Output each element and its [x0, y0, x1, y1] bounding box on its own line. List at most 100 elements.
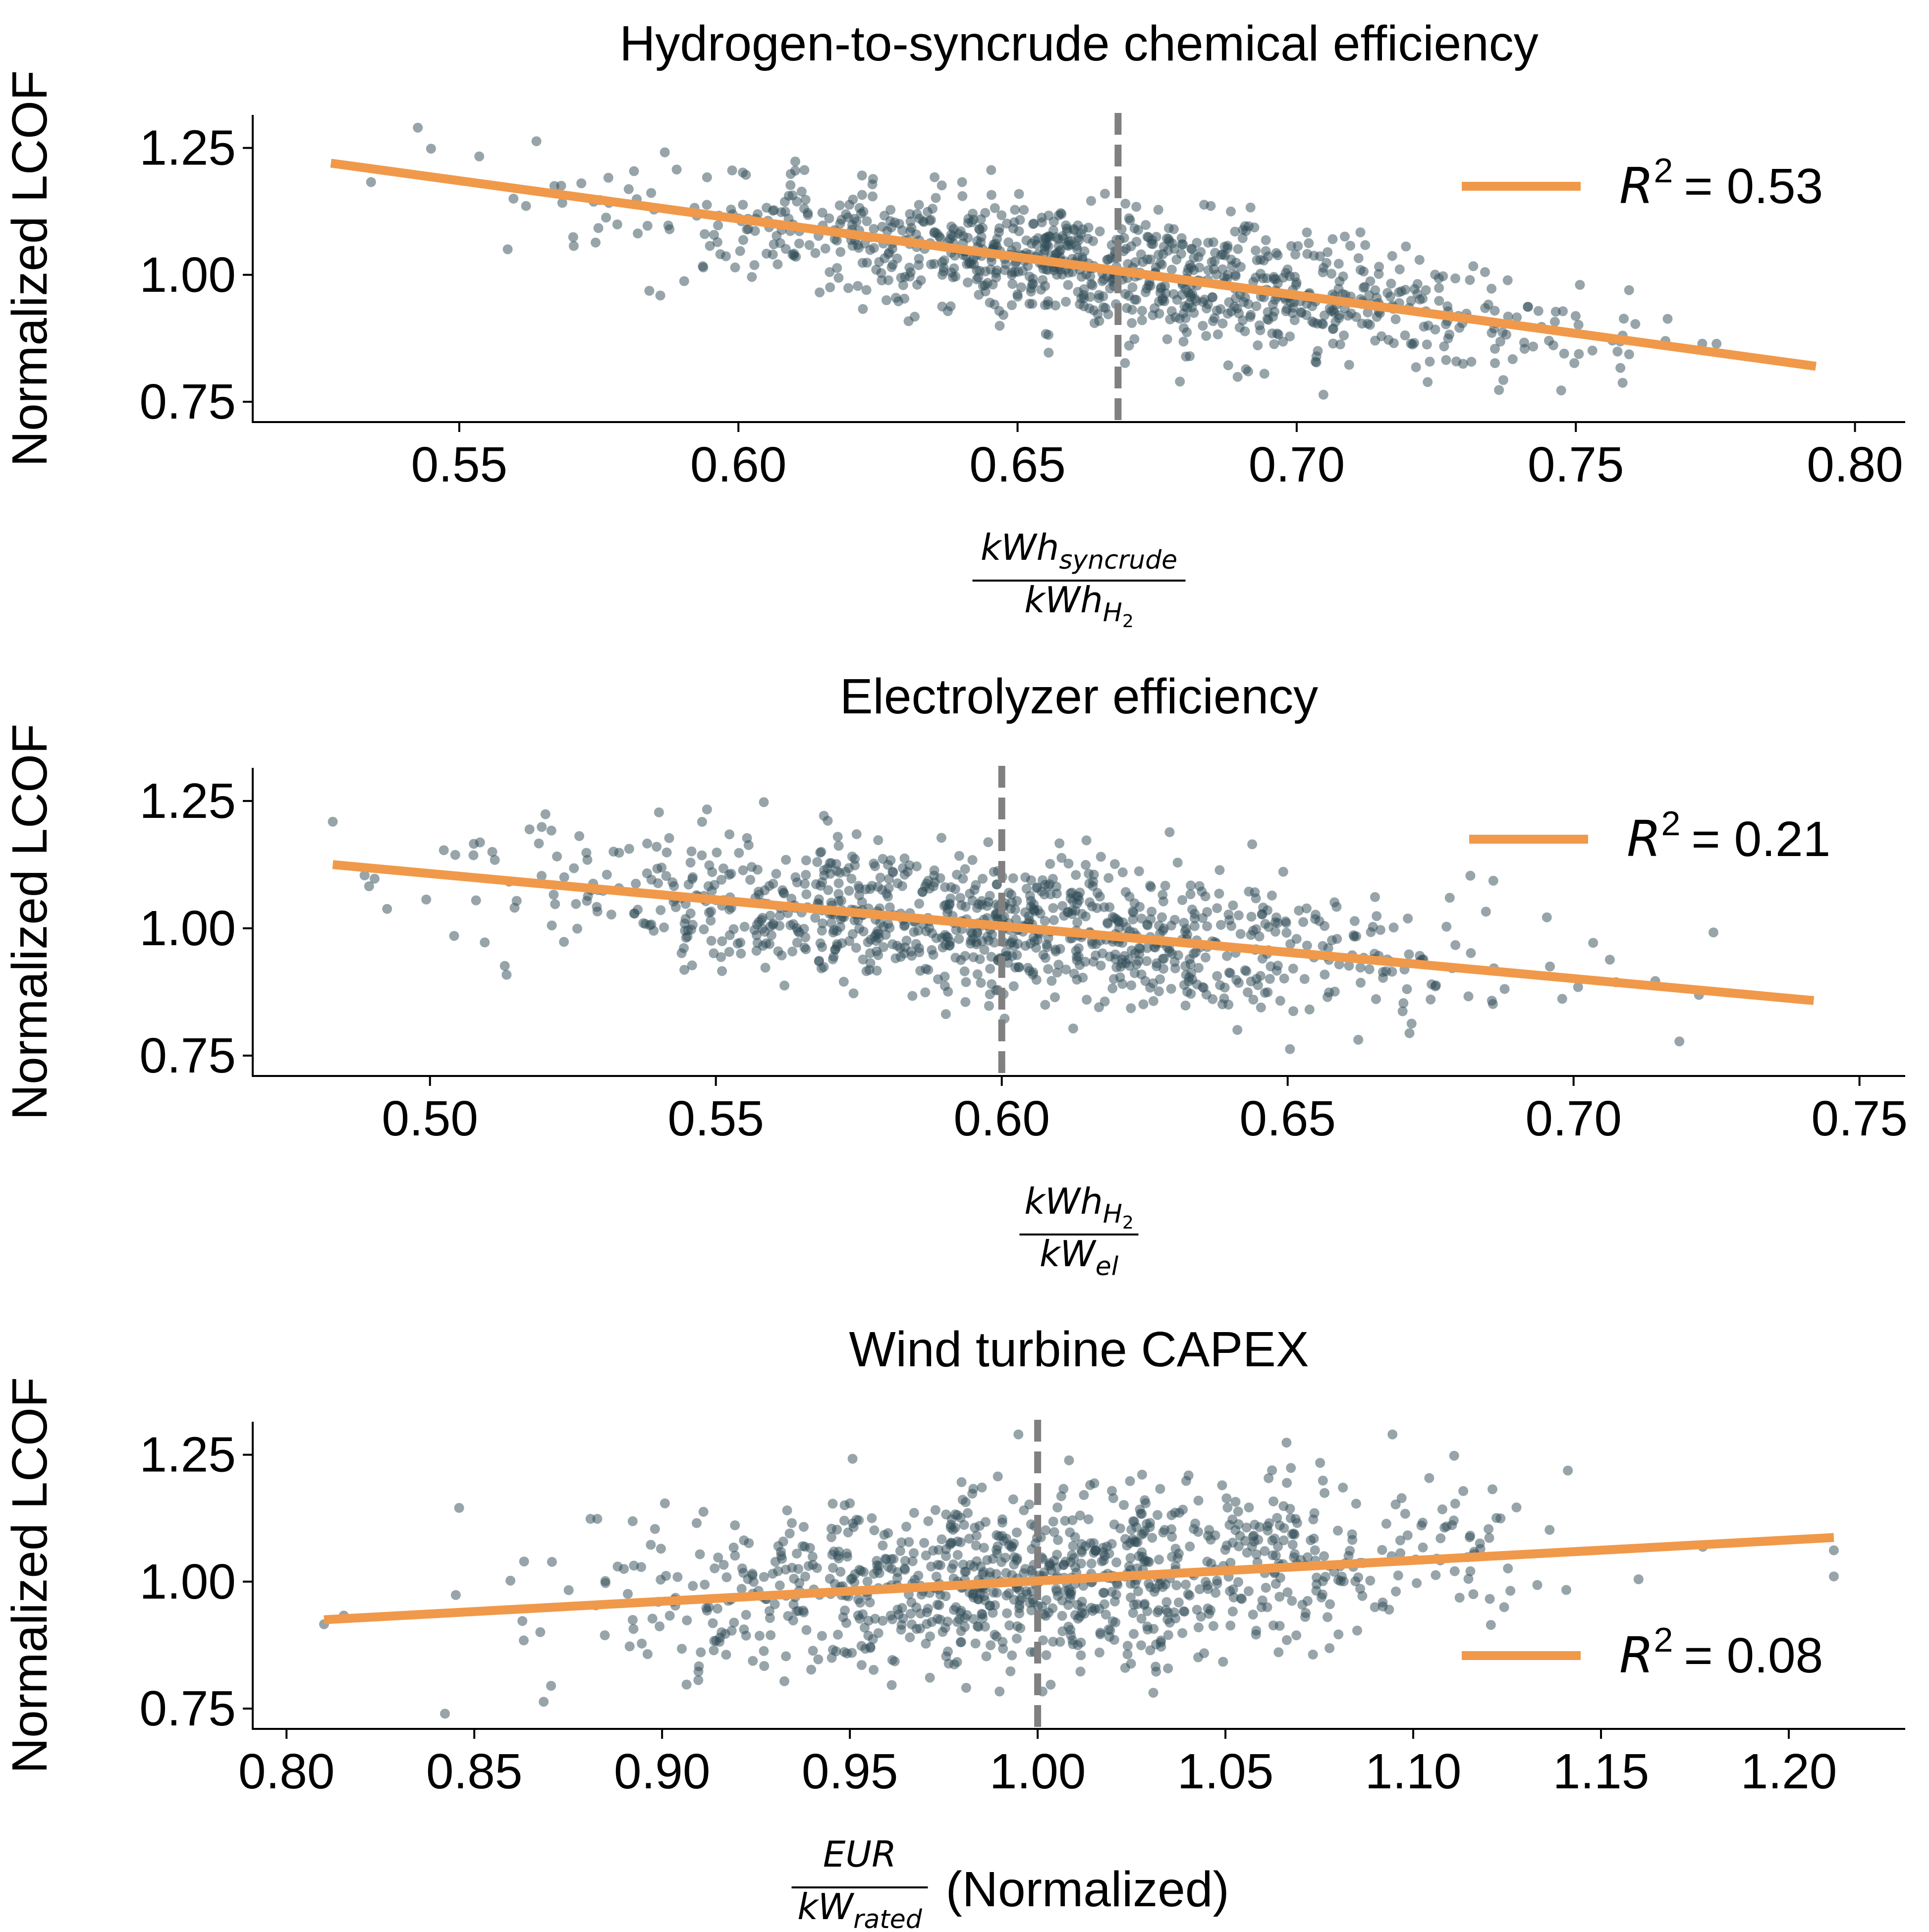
- scatter-point: [1365, 1575, 1376, 1586]
- scatter-point: [1005, 1666, 1016, 1676]
- scatter-point: [799, 165, 810, 175]
- scatter-point: [1335, 339, 1345, 350]
- scatter-point: [776, 207, 786, 217]
- scatter-point: [728, 1542, 739, 1553]
- chart-title: Wind turbine CAPEX: [849, 1322, 1309, 1377]
- scatter-point: [511, 896, 522, 906]
- scatter-point: [1475, 1538, 1485, 1549]
- scatter-point: [1161, 1605, 1171, 1615]
- scatter-point: [1487, 283, 1497, 294]
- scatter-point: [935, 873, 945, 883]
- scatter-point: [1016, 282, 1026, 292]
- scatter-point: [440, 1709, 450, 1719]
- scatter-point: [600, 1578, 610, 1588]
- scatter-point: [1058, 1559, 1069, 1570]
- scatter-point: [1431, 1570, 1441, 1580]
- scatter-point: [978, 222, 988, 233]
- scatter-point: [1085, 271, 1096, 281]
- scatter-point: [591, 237, 601, 248]
- scatter-point: [716, 874, 726, 885]
- scatter-point: [1829, 1545, 1839, 1556]
- scatter-point: [1206, 1535, 1216, 1545]
- scatter-point: [1089, 869, 1099, 880]
- scatter-point: [1047, 976, 1057, 986]
- scatter-point: [1390, 1499, 1401, 1509]
- scatter-point: [1069, 1553, 1079, 1563]
- scatter-point: [1443, 333, 1453, 344]
- scatter-point: [854, 890, 864, 901]
- scatter-point: [773, 1566, 783, 1576]
- scatter-point: [681, 1679, 692, 1690]
- scatter-point: [1400, 1508, 1410, 1519]
- scatter-point: [1026, 1605, 1037, 1615]
- scatter-point: [1288, 964, 1298, 974]
- scatter-point: [857, 190, 867, 200]
- scatter-point: [1248, 1532, 1258, 1542]
- scatter-point: [1490, 358, 1500, 368]
- scatter-point: [1089, 318, 1100, 328]
- scatter-point: [955, 1637, 966, 1648]
- scatter-point: [1422, 339, 1432, 350]
- y-tick-label: 0.75: [139, 374, 236, 429]
- scatter-point: [1191, 947, 1201, 958]
- x-tick-label: 1.05: [1177, 1744, 1274, 1799]
- scatter-point: [1291, 1630, 1302, 1641]
- scatter-point: [652, 863, 662, 874]
- scatter-point: [693, 1675, 704, 1685]
- scatter-point: [606, 910, 616, 920]
- scatter-point: [934, 1600, 944, 1610]
- x-tick-label: 0.60: [953, 1091, 1050, 1146]
- scatter-point: [845, 1498, 855, 1508]
- scatter-point: [1519, 344, 1530, 354]
- scatter-point: [593, 223, 604, 233]
- scatter-point: [614, 848, 624, 858]
- scatter-point: [652, 842, 662, 852]
- scatter-point: [1339, 330, 1349, 341]
- scatter-point: [1255, 1522, 1265, 1532]
- scatter-point: [1168, 224, 1179, 234]
- scatter-point: [687, 960, 697, 970]
- scatter-point: [688, 872, 698, 882]
- scatter-point: [1570, 311, 1581, 321]
- scatter-point: [559, 937, 569, 947]
- scatter-point: [994, 1686, 1005, 1697]
- scatter-point: [1211, 269, 1221, 279]
- scatter-point: [801, 1625, 812, 1635]
- scatter-point: [557, 198, 567, 208]
- scatter-point: [1266, 961, 1276, 971]
- scatter-point: [958, 873, 968, 884]
- scatter-point: [1346, 308, 1356, 319]
- scatter-point: [647, 1613, 658, 1624]
- scatter-point: [501, 969, 512, 980]
- scatter-point: [1550, 307, 1561, 317]
- chart-title: Electrolyzer efficiency: [840, 669, 1318, 724]
- chart-title: Hydrogen-to-syncrude chemical efficiency: [619, 16, 1539, 71]
- scatter-point: [474, 151, 485, 161]
- scatter-point: [844, 886, 854, 896]
- scatter-point: [1241, 1522, 1252, 1533]
- scatter-point: [1401, 241, 1411, 252]
- scatter-point: [1218, 1657, 1228, 1667]
- scatter-point: [1125, 1579, 1136, 1589]
- scatter-point: [692, 1518, 702, 1528]
- scatter-point: [800, 932, 811, 943]
- scatter-point: [898, 280, 908, 290]
- scatter-point: [1324, 1643, 1335, 1653]
- scatter-point: [1126, 241, 1136, 252]
- scatter-point: [1302, 227, 1312, 238]
- scatter-point: [1569, 358, 1580, 368]
- scatter-point: [706, 936, 716, 946]
- scatter-point: [770, 1556, 780, 1567]
- scatter-point: [1137, 315, 1147, 325]
- scatter-point: [1221, 1493, 1232, 1503]
- scatter-point: [1012, 1633, 1022, 1644]
- scatter-point: [781, 855, 791, 865]
- scatter-point: [1612, 346, 1623, 357]
- scatter-point: [1127, 318, 1137, 328]
- scatter-point: [1308, 1514, 1319, 1525]
- scatter-point: [713, 220, 723, 230]
- scatter-point: [1129, 1536, 1140, 1547]
- scatter-point: [1126, 1003, 1136, 1014]
- scatter-point: [922, 1607, 932, 1617]
